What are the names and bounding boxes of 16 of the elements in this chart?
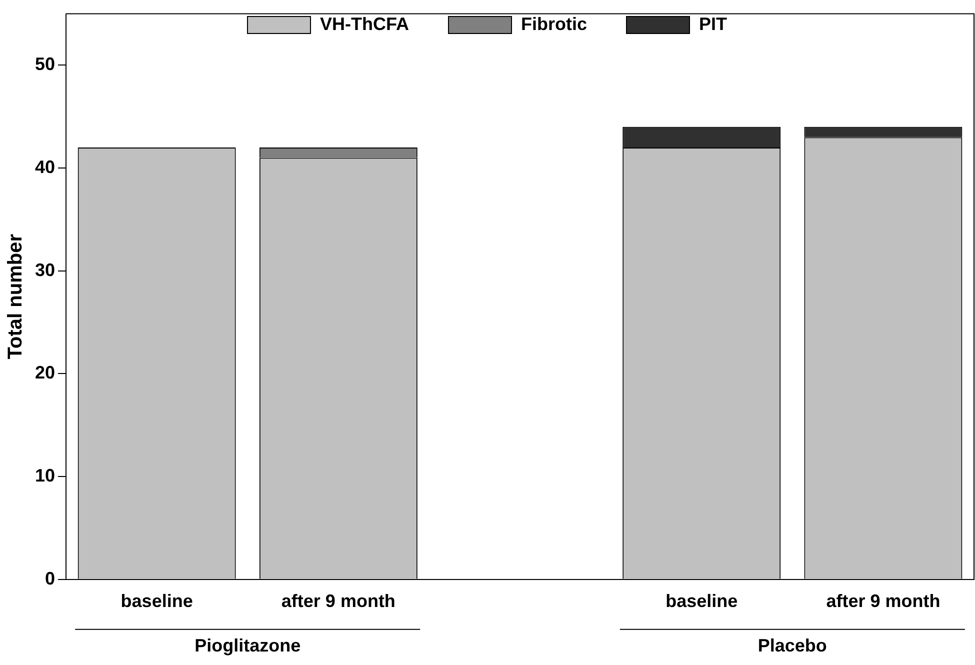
x-tick-label: after 9 month: [281, 591, 396, 612]
x-tick-label: baseline: [666, 591, 738, 612]
y-axis-title: Total number: [4, 234, 27, 360]
y-tick-label: 30: [34, 260, 56, 280]
y-tick-label: 10: [34, 466, 56, 486]
text: Placebo: [758, 635, 827, 656]
legend-label: VH-ThCFA: [320, 14, 409, 35]
y-tick-label: 20: [34, 362, 56, 383]
y-tick-label: 50: [34, 54, 56, 74]
text: Pioglitazone: [194, 635, 301, 656]
legend-label: Fibrotic: [520, 14, 587, 35]
y-tick-label: 0: [45, 568, 56, 588]
legend-label: PIT: [698, 14, 727, 35]
x-tick-label: after 9 month: [826, 591, 940, 612]
x-tick-label: baseline: [120, 591, 193, 612]
y-tick-label: 40: [34, 157, 56, 178]
